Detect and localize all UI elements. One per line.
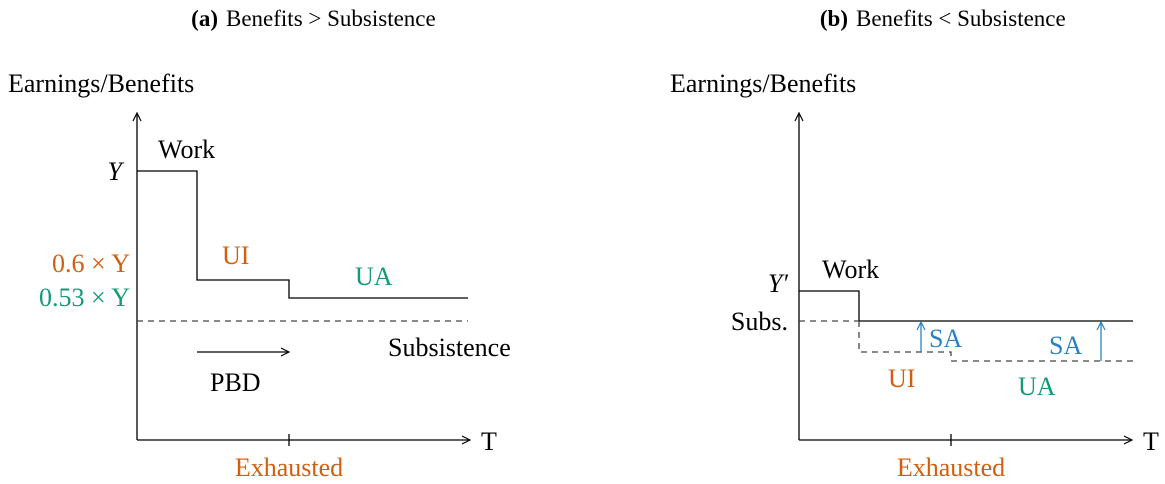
panel-b: (b) Benefits < Subsistence Earnings/Bene… [670,6,1159,482]
segment-label: Subsistence [388,333,511,362]
x-tick-label: Exhausted [235,453,343,482]
level-label: 0.6 × Y [52,249,130,278]
segment-label: SA [929,324,962,353]
panel-a: (a) Benefits > Subsistence Earnings/Bene… [8,6,511,482]
panel-tag: (b) [820,6,848,31]
benefit-path [858,321,1133,362]
segment-label: PBD [210,368,261,397]
level-label: Y′ [768,269,788,298]
y-axis-label: Earnings/Benefits [670,69,856,98]
income-path [137,170,468,299]
panel-title: Benefits > Subsistence [226,6,436,31]
segment-label: UI [222,241,249,270]
level-label: Subs. [731,307,788,336]
panel-tag: (a) [191,6,218,31]
level-label: 0.53 × Y [39,283,130,312]
segment-label: Work [158,135,215,164]
segment-label: UI [888,364,915,393]
segment-label: Work [822,255,879,284]
income-path [799,290,1133,322]
panel-title: Benefits < Subsistence [856,6,1066,31]
x-axis-label: T [1143,427,1159,456]
level-label: Y [108,157,125,186]
segment-label: UA [1018,372,1056,401]
x-tick-label: Exhausted [897,453,1005,482]
segment-label: SA [1049,331,1082,360]
segment-label: UA [355,262,393,291]
x-axis-label: T [481,427,497,456]
y-axis-label: Earnings/Benefits [8,69,194,98]
